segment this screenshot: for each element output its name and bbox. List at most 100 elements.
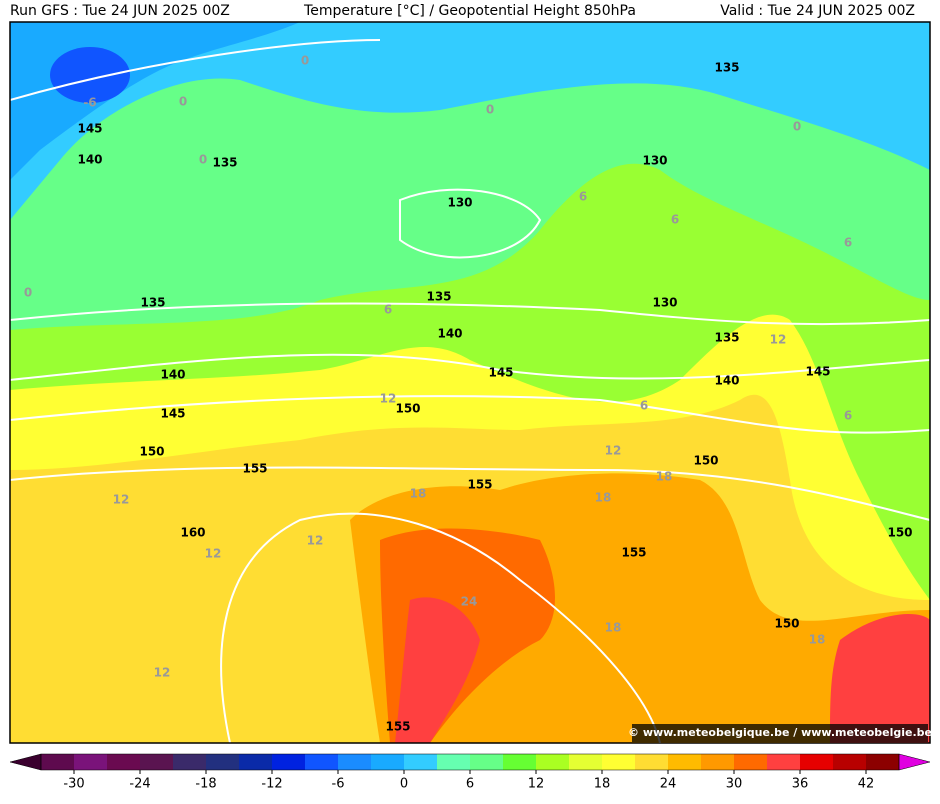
temperature-label: 6 <box>844 236 852 250</box>
temperature-label: 6 <box>671 213 679 227</box>
colorbar-box <box>437 754 471 770</box>
run-label: Run GFS : Tue 24 JUN 2025 00Z <box>10 3 230 19</box>
temperature-label: 6 <box>640 399 648 413</box>
colorbar-box <box>239 754 273 770</box>
colorbar-box <box>272 754 306 770</box>
colorbar-box <box>338 754 372 770</box>
temperature-label: 12 <box>770 333 787 347</box>
colorbar-box <box>767 754 801 770</box>
temperature-label: 0 <box>179 95 187 109</box>
valid-label: Valid : Tue 24 JUN 2025 00Z <box>720 3 915 19</box>
colorbar-tick-label: 12 <box>528 777 545 792</box>
colorbar-tick-label: 18 <box>594 777 611 792</box>
temperature-label: 12 <box>154 666 171 680</box>
colorbar-box <box>107 754 141 770</box>
height-label: 150 <box>887 526 912 540</box>
colorbar-tick-label: 42 <box>858 777 875 792</box>
colorbar-box <box>206 754 240 770</box>
temperature-label: 0 <box>793 120 801 134</box>
temperature-label: 6 <box>844 409 852 423</box>
colorbar-box <box>371 754 405 770</box>
height-label: 150 <box>774 617 799 631</box>
map-title: Temperature [°C] / Geopotential Height 8… <box>303 3 636 19</box>
colorbar-box <box>173 754 207 770</box>
height-label: 150 <box>693 454 718 468</box>
colorbar: -30 -24 -18 -12 -6 0 6 12 18 24 30 36 42 <box>9 753 931 792</box>
temperature-label: 24 <box>461 595 478 609</box>
temperature-label: 6 <box>384 303 392 317</box>
height-label: 135 <box>714 331 739 345</box>
height-label: 145 <box>77 122 102 136</box>
height-label: 150 <box>139 445 164 459</box>
colorbar-box <box>404 754 438 770</box>
credit-box <box>632 724 928 742</box>
height-label: 155 <box>242 462 267 476</box>
temperature-label: 12 <box>307 534 324 548</box>
colorbar-tick-label: 36 <box>792 777 809 792</box>
colorbar-end <box>898 753 931 771</box>
height-label: 140 <box>160 368 185 382</box>
temperature-label: 18 <box>605 621 622 635</box>
height-label: 155 <box>467 478 492 492</box>
height-label: 140 <box>714 374 739 388</box>
height-label: 135 <box>426 290 451 304</box>
height-label: 145 <box>488 366 513 380</box>
height-label: 160 <box>180 526 205 540</box>
colorbar-box <box>536 754 570 770</box>
colorbar-box <box>701 754 735 770</box>
cold-area <box>10 22 930 220</box>
height-label: 145 <box>805 365 830 379</box>
temperature-label: 12 <box>605 444 622 458</box>
colorbar-end <box>9 753 42 771</box>
colorbar-box <box>866 754 900 770</box>
colorbar-tick-label: 24 <box>660 777 677 792</box>
height-label: 140 <box>77 153 102 167</box>
colorbar-tick-label: 6 <box>466 777 474 792</box>
height-label: 130 <box>652 296 677 310</box>
temperature-label: 6 <box>579 190 587 204</box>
colorbar-box <box>305 754 339 770</box>
cold-core <box>50 47 130 103</box>
map-frame <box>9 21 931 744</box>
colorbar-tick-label: -6 <box>332 777 345 792</box>
colorbar-box <box>833 754 867 770</box>
contour-labels: 0 -6 0 0 0 0 0 6 6 6 6 12 12 6 6 12 18 18 18 12 12 12 24 18 18 12… <box>24 54 913 734</box>
colorbar-tick-label: -24 <box>129 777 150 792</box>
height-contours <box>10 39 930 743</box>
height-label: 155 <box>621 546 646 560</box>
colorbar-tick-label: -18 <box>195 777 216 792</box>
temperature-label: 12 <box>113 493 130 507</box>
colorbar-box <box>41 754 75 770</box>
temperature-label: 18 <box>595 491 612 505</box>
colorbar-box <box>140 754 174 770</box>
colorbar-box <box>734 754 768 770</box>
colorbar-box <box>569 754 603 770</box>
colorbar-box <box>635 754 669 770</box>
temperature-label: 12 <box>380 392 397 406</box>
colorbar-box <box>470 754 504 770</box>
height-label: 135 <box>140 296 165 310</box>
height-label: 135 <box>714 61 739 75</box>
temperature-label: -6 <box>83 96 96 110</box>
temperature-label: 0 <box>301 54 309 68</box>
temperature-label: 0 <box>199 153 207 167</box>
temperature-label: 12 <box>205 547 222 561</box>
temperature-label: 0 <box>486 103 494 117</box>
colorbar-tick-label: 0 <box>400 777 408 792</box>
colorbar-tick-label: -30 <box>63 777 84 792</box>
temperature-label: 0 <box>24 286 32 300</box>
colorbar-box <box>602 754 636 770</box>
height-label: 135 <box>212 156 237 170</box>
temperature-label: 18 <box>410 487 427 501</box>
colorbar-tick-label: 30 <box>726 777 743 792</box>
height-label: 145 <box>160 407 185 421</box>
map-field <box>10 22 930 743</box>
height-label: 150 <box>395 402 420 416</box>
height-label: 155 <box>385 720 410 734</box>
height-label: 140 <box>437 327 462 341</box>
height-label: 130 <box>642 154 667 168</box>
temperature-label: 18 <box>809 633 826 647</box>
colorbar-box <box>503 754 537 770</box>
colorbar-tick-label: -12 <box>261 777 282 792</box>
